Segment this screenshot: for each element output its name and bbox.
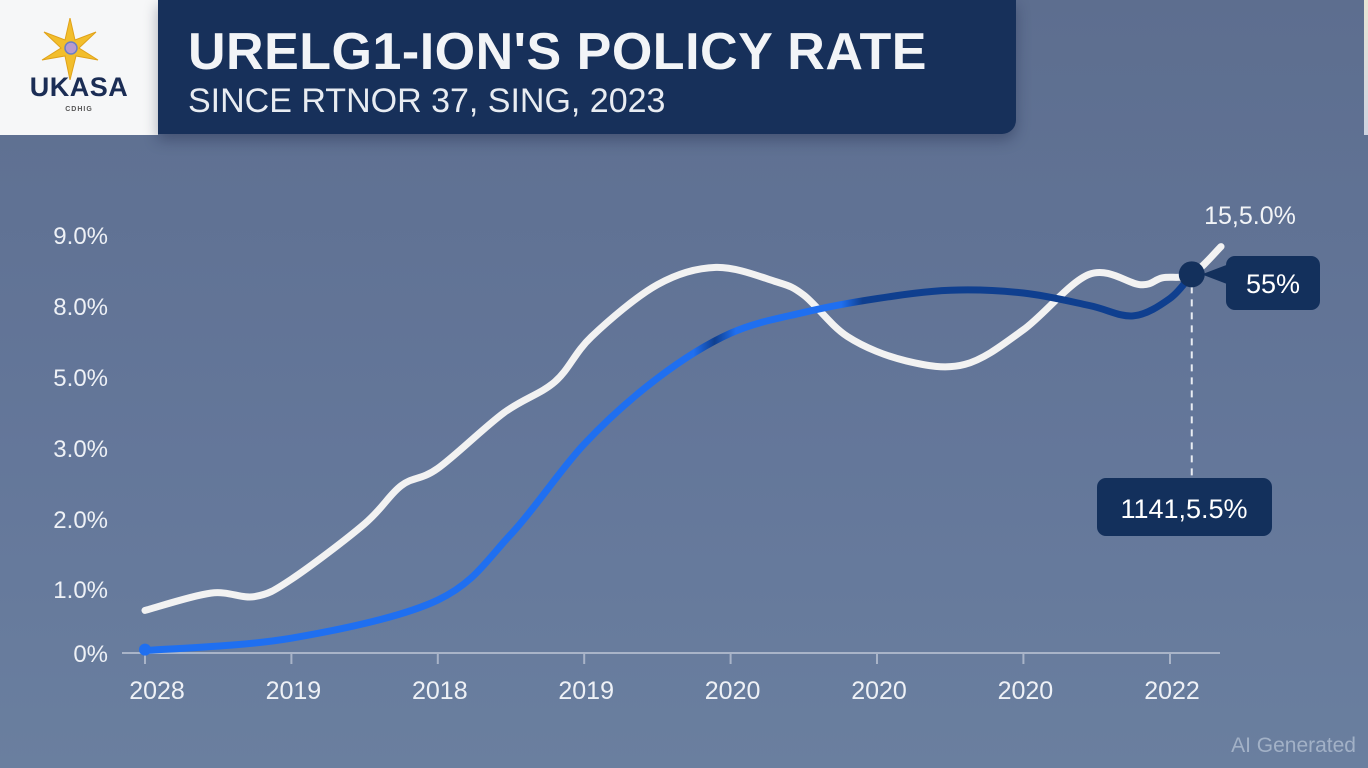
logo: UKASA CDHIG bbox=[0, 0, 158, 135]
x-tick-label: 2022 bbox=[1144, 677, 1200, 705]
y-tick-label: 5.0% bbox=[53, 365, 108, 392]
y-axis-ticks: 0% 1.0% 2.0% 3.0% 5.0% 8.0% 9.0% bbox=[53, 223, 108, 668]
y-tick-label: 2.0% bbox=[53, 507, 108, 534]
callout-label: 55% bbox=[1246, 269, 1300, 299]
callout-pointer bbox=[1201, 264, 1228, 285]
x-tick-label: 2019 bbox=[558, 677, 614, 705]
x-axis: 2028 2019 2018 2019 2020 2020 2020 2022 bbox=[122, 652, 1220, 705]
annotations: 55% 15,5.0% 1141,5.5% bbox=[1097, 202, 1320, 536]
series-lines bbox=[139, 243, 1225, 656]
y-tick-label: 8.0% bbox=[53, 294, 108, 321]
logo-subtext: CDHIG bbox=[65, 106, 93, 113]
callout-label: 1141,5.5% bbox=[1120, 494, 1247, 524]
x-tick-label: 2028 bbox=[129, 677, 185, 705]
callout-box-bottom bbox=[1097, 478, 1272, 536]
x-tick-label: 2018 bbox=[412, 677, 468, 705]
chart-subtitle: SINCE RTNOR 37, SING, 2023 bbox=[188, 82, 666, 120]
logo-text: UKASA bbox=[29, 72, 129, 102]
x-tick-label: 2020 bbox=[705, 677, 761, 705]
annotation-label: 15,5.0% bbox=[1204, 202, 1296, 230]
series-line-white bbox=[141, 243, 1225, 614]
callout-box-55 bbox=[1226, 256, 1320, 310]
y-tick-label: 9.0% bbox=[53, 223, 108, 250]
star-icon bbox=[41, 18, 99, 80]
y-tick-label: 1.0% bbox=[53, 577, 108, 604]
blue-line-start-dot bbox=[139, 643, 151, 656]
x-tick-label: 2020 bbox=[998, 677, 1054, 705]
y-tick-label: 3.0% bbox=[53, 436, 108, 463]
title-banner: URELG1-ION'S POLICY RATE SINCE RTNOR 37,… bbox=[158, 0, 1016, 134]
series-line-blue bbox=[141, 270, 1196, 655]
chart-title: URELG1-ION'S POLICY RATE bbox=[188, 23, 927, 81]
x-tick-label: 2020 bbox=[851, 677, 907, 705]
x-tick-label: 2019 bbox=[266, 677, 322, 705]
y-tick-label: 0% bbox=[73, 641, 108, 668]
watermark: AI Generated bbox=[1231, 734, 1356, 757]
highlight-marker bbox=[1178, 261, 1205, 288]
edge-strip bbox=[1364, 0, 1368, 135]
